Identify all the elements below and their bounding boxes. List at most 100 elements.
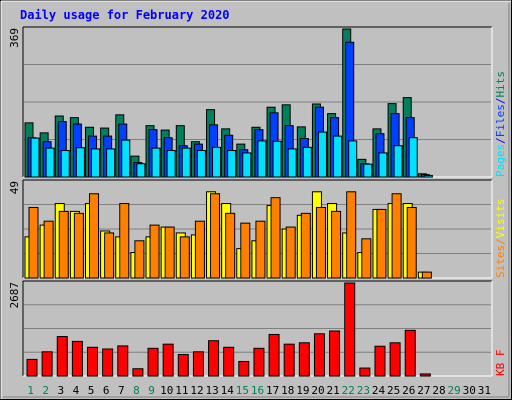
legend: Pages/Files/Hits (494, 71, 507, 177)
x-tick-label: 29 (448, 384, 461, 397)
x-tick-label: 23 (357, 384, 370, 397)
bar-kb-f-day-2 (41, 351, 53, 377)
bar-kb-f-day-9 (147, 347, 159, 377)
panel-visits-sites: 49 Sites/Visits (8, 179, 507, 279)
bar-sites-day-8 (134, 240, 145, 279)
bar-pages-day-13 (212, 146, 222, 178)
legend: Sites/Visits (494, 199, 507, 279)
legend-entry: / (494, 137, 507, 144)
bar-kb-f-day-15 (238, 360, 250, 377)
bar-kb-f-day-5 (87, 346, 99, 377)
legend: KB F (494, 350, 507, 377)
bar-sites-day-2 (43, 220, 54, 279)
bar-pages-day-9 (151, 147, 161, 178)
x-tick-label: 8 (133, 384, 140, 397)
axis-max-label: 49 (8, 181, 21, 194)
x-tick-label: 3 (58, 384, 65, 397)
x-tick-label: 17 (266, 384, 279, 397)
bar-sites-day-3 (58, 210, 69, 279)
bar-kb-f-day-23 (359, 367, 371, 377)
x-tick-label: 5 (88, 384, 95, 397)
legend-entry: Sites (494, 245, 507, 278)
bar-pages-day-17 (272, 140, 282, 178)
bar-sites-day-21 (331, 210, 342, 279)
bar-kb-f-day-18 (283, 343, 295, 377)
x-tick-label: 2 (42, 384, 49, 397)
bar-pages-day-7 (121, 139, 131, 178)
bar-kb-f-day-11 (177, 354, 189, 377)
bar-sites-day-26 (406, 206, 417, 279)
bar-pages-day-27 (423, 174, 433, 178)
axis-max-label: 369 (8, 28, 21, 48)
bar-sites-day-15 (240, 222, 251, 279)
bar-sites-day-1 (28, 206, 39, 279)
bar-sites-day-5 (89, 193, 100, 279)
bar-pages-day-6 (106, 148, 116, 178)
x-tick-label: 28 (432, 384, 445, 397)
legend-entry: Hits (494, 71, 507, 98)
chart-title: Daily usage for February 2020 (20, 8, 230, 22)
bar-sites-day-13 (210, 193, 221, 279)
bar-pages-day-20 (317, 131, 327, 178)
x-tick-label: 26 (402, 384, 415, 397)
legend-entry: / (494, 238, 507, 245)
bar-pages-day-3 (60, 150, 70, 178)
x-tick-label: 14 (221, 384, 235, 397)
bar-kb-f-day-4 (71, 340, 83, 377)
x-tick-label: 16 (251, 384, 264, 397)
bar-pages-day-25 (393, 145, 403, 178)
bar-pages-day-19 (302, 146, 312, 178)
legend-entry: KB F (494, 350, 507, 377)
bar-pages-day-14 (227, 150, 237, 178)
bar-sites-day-17 (270, 197, 281, 279)
x-tick-label: 12 (190, 384, 203, 397)
bar-sites-day-12 (194, 220, 205, 279)
bar-sites-day-10 (164, 226, 175, 279)
bar-kb-f-day-14 (223, 346, 235, 377)
x-tick-label: 20 (311, 384, 324, 397)
bar-sites-day-19 (300, 212, 311, 279)
bar-kb-f-day-6 (102, 348, 114, 377)
x-tick-label: 30 (463, 384, 476, 397)
bar-sites-day-14 (225, 212, 236, 279)
bar-kb-f-day-27 (419, 373, 431, 377)
bar-sites-day-22 (346, 191, 357, 279)
bar-kb-f-day-13 (208, 340, 220, 377)
bar-kb-f-day-12 (192, 351, 204, 377)
bar-kb-f-day-10 (162, 343, 174, 377)
bar-pages-day-8 (136, 163, 146, 178)
bar-kb-f-day-7 (117, 345, 129, 377)
x-tick-label: 15 (236, 384, 249, 397)
chart-panels: 369Pages/Files/Hits49Sites/Visits2687KB … (8, 26, 507, 377)
bar-pages-day-10 (166, 150, 176, 178)
bar-pages-day-11 (181, 147, 191, 178)
x-tick-label: 11 (175, 384, 188, 397)
bar-sites-day-9 (149, 224, 160, 279)
bar-pages-day-23 (363, 163, 373, 178)
x-tick-label: 6 (103, 384, 110, 397)
x-tick-label: 9 (148, 384, 155, 397)
bar-sites-day-16 (255, 220, 266, 279)
bar-sites-day-7 (119, 203, 130, 279)
bar-kb-f-day-16 (253, 347, 265, 377)
bar-kb-f-day-22 (344, 282, 356, 377)
bar-pages-day-2 (45, 147, 55, 178)
bar-pages-day-18 (287, 148, 297, 178)
bar-kb-f-day-24 (374, 345, 386, 377)
bar-pages-day-24 (378, 152, 388, 178)
x-tick-label: 4 (73, 384, 80, 397)
legend-entry: Visits (494, 199, 507, 239)
bar-kb-f-day-19 (298, 342, 310, 377)
bar-sites-day-25 (391, 193, 402, 279)
bar-sites-day-24 (376, 208, 387, 279)
x-tick-label: 1 (27, 384, 34, 397)
bar-kb-f-day-1 (26, 358, 38, 377)
bar-pages-day-12 (196, 150, 206, 178)
bar-sites-day-20 (315, 206, 326, 279)
bar-sites-day-4 (73, 212, 84, 279)
bar-sites-day-6 (104, 232, 115, 279)
bar-sites-day-27 (421, 271, 432, 279)
bar-pages-day-5 (91, 148, 101, 178)
